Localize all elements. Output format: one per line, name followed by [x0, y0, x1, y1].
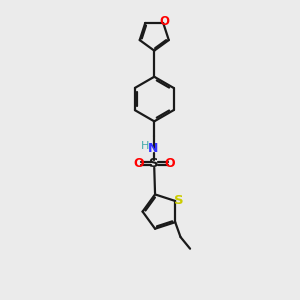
- Text: S: S: [149, 157, 159, 170]
- Text: O: O: [164, 157, 175, 170]
- Text: H: H: [141, 141, 149, 151]
- Text: S: S: [174, 194, 183, 208]
- Text: O: O: [159, 15, 169, 28]
- Text: O: O: [134, 157, 144, 170]
- Text: N: N: [148, 142, 158, 155]
